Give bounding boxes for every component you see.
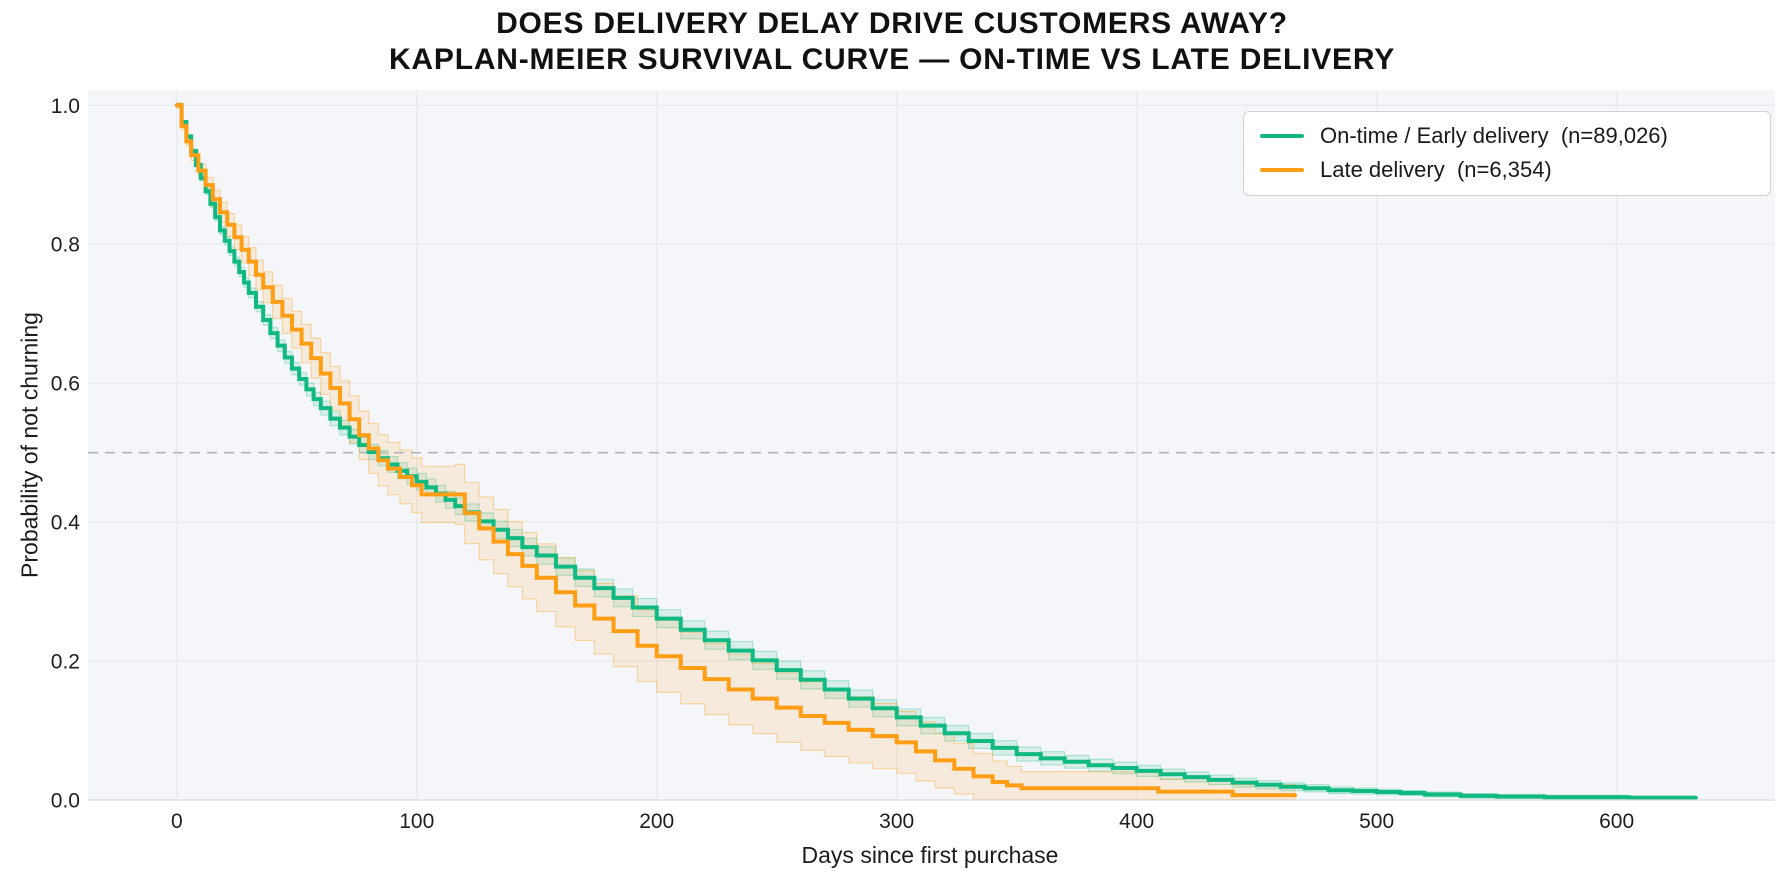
- x-tick-label-0: 0: [171, 810, 183, 833]
- x-tick-label-400: 400: [1119, 810, 1154, 833]
- chart-title-line-1: DOES DELIVERY DELAY DRIVE CUSTOMERS AWAY…: [496, 7, 1288, 40]
- legend-swatch-late: [1260, 167, 1304, 173]
- y-tick-label-0.2: 0.2: [51, 651, 80, 674]
- legend-item-on-time: On-time / Early delivery (n=89,026): [1260, 123, 1752, 149]
- y-tick-label-0.6: 0.6: [51, 373, 80, 396]
- survival-curve-on-time: [174, 103, 1698, 800]
- x-tick-label-500: 500: [1359, 810, 1394, 833]
- legend-label-late: Late delivery (n=6,354): [1320, 157, 1552, 182]
- y-tick-label-0.0: 0.0: [51, 790, 80, 813]
- y-tick-label-0.4: 0.4: [51, 512, 81, 535]
- x-tick-label-200: 200: [639, 810, 674, 833]
- legend-item-late: Late delivery (n=6,354): [1260, 157, 1752, 183]
- legend: On-time / Early delivery (n=89,026) Late…: [1243, 111, 1771, 196]
- chart-title: DOES DELIVERY DELAY DRIVE CUSTOMERS AWAY…: [0, 6, 1784, 78]
- x-tick-label-300: 300: [879, 810, 914, 833]
- y-tick-label-1.0: 1.0: [51, 95, 80, 118]
- x-axis-label: Days since first purchase: [801, 842, 1059, 868]
- survival-curve-late: [174, 103, 1298, 798]
- y-tick-label-0.8: 0.8: [51, 234, 80, 257]
- y-axis-label: Probability of not churning: [16, 312, 43, 578]
- x-tick-label-100: 100: [399, 810, 434, 833]
- plot-background: [88, 90, 1775, 800]
- x-tick-label-600: 600: [1599, 810, 1634, 833]
- chart-title-line-2: KAPLAN-MEIER SURVIVAL CURVE — ON-TIME VS…: [388, 43, 1396, 76]
- legend-swatch-on-time: [1260, 133, 1304, 139]
- legend-label-on-time: On-time / Early delivery (n=89,026): [1320, 123, 1668, 148]
